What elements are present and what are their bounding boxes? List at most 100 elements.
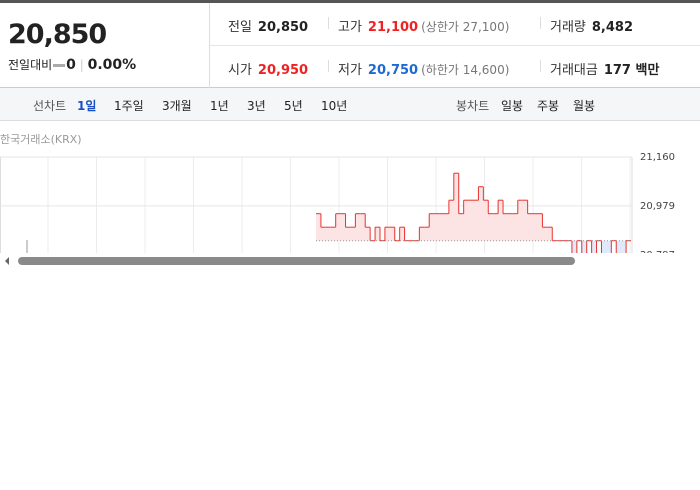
stat: 고가 21,100 (상한가 27,100) xyxy=(338,16,509,35)
scroll-thumb[interactable] xyxy=(18,257,575,265)
separator xyxy=(540,17,541,29)
area xyxy=(335,213,341,241)
period-tab[interactable]: 3년 xyxy=(247,99,266,113)
separator xyxy=(328,17,329,29)
period-tab[interactable]: 3개월 xyxy=(162,99,192,113)
stat: 저가 20,750 (하한가 14,600) xyxy=(338,59,509,78)
area xyxy=(316,213,322,241)
y-tick-label: 20,979 xyxy=(640,201,675,212)
area xyxy=(493,213,499,241)
summary: 20,850 전일대비 0 | 0.00% 전일 20,850 고가 21,100 (상한… xyxy=(0,0,700,88)
area xyxy=(547,227,553,241)
area xyxy=(483,200,489,241)
stat-value: 21,100 xyxy=(367,20,419,35)
stat: 시가 20,950 xyxy=(228,59,308,78)
y-tick-label: 21,160 xyxy=(640,152,675,163)
stat-note: (상한가 27,100) xyxy=(421,20,510,34)
period-tab[interactable]: 1일 xyxy=(77,99,97,113)
candle-tab[interactable]: 월봉 xyxy=(573,99,596,113)
area xyxy=(601,240,607,255)
area xyxy=(320,227,327,241)
area xyxy=(581,240,588,255)
candle-tab[interactable]: 주봉 xyxy=(537,99,560,113)
change-label: 전일대비 xyxy=(8,58,53,72)
scroll-left-arrow[interactable] xyxy=(5,257,9,265)
area xyxy=(458,213,464,241)
area xyxy=(360,213,366,241)
area xyxy=(463,200,469,241)
stat-label: 시가 xyxy=(228,63,252,78)
stat-label: 고가 xyxy=(338,20,362,35)
area xyxy=(616,240,622,255)
source: 한국거래소(KRX) xyxy=(0,133,82,146)
plot xyxy=(316,172,631,255)
flat-icon xyxy=(53,64,66,67)
period-tab[interactable]: 1주일 xyxy=(114,99,144,113)
stat-value: 20,750 xyxy=(367,63,419,78)
change-rate: 0.00% xyxy=(87,57,137,73)
area xyxy=(532,213,538,241)
area xyxy=(537,213,543,241)
area xyxy=(542,227,548,241)
stat-note: (하한가 14,600) xyxy=(421,63,510,77)
stat-value: 20,850 xyxy=(257,20,309,35)
area xyxy=(399,227,405,241)
stat: 거래량 8,482 xyxy=(550,16,633,35)
area xyxy=(424,227,430,241)
area xyxy=(439,213,445,241)
stat-label: 저가 xyxy=(338,63,362,78)
price-box: 20,850 전일대비 0 | 0.00% xyxy=(0,3,210,88)
area xyxy=(478,186,484,241)
area xyxy=(621,240,627,255)
stat-value: 177 백만 xyxy=(603,63,660,78)
period-tab[interactable]: 10년 xyxy=(321,99,348,113)
area xyxy=(488,213,494,241)
area xyxy=(434,213,440,241)
current-price: 20,850 xyxy=(8,19,107,50)
stat-label: 거래대금 xyxy=(550,63,598,78)
candle-tab[interactable]: 일봉 xyxy=(501,99,524,113)
tab-group-label: 선차트 xyxy=(33,99,67,113)
area xyxy=(419,227,425,241)
area xyxy=(429,213,435,241)
area xyxy=(498,200,504,241)
area xyxy=(453,173,460,241)
stats-row: 시가 20,950 저가 20,750 (하한가 14,600) 거래대금 177 백만 xyxy=(210,46,700,88)
area xyxy=(503,213,509,241)
stat-label: 전일 xyxy=(228,20,252,35)
change: 전일대비 0 | 0.00% xyxy=(8,57,137,73)
area xyxy=(571,240,578,255)
tab-group-label: 봉차트 xyxy=(456,99,490,113)
area xyxy=(507,213,514,241)
area xyxy=(448,200,455,241)
stat-value: 20,950 xyxy=(257,63,309,78)
area xyxy=(473,200,479,241)
period-tab[interactable]: 1년 xyxy=(210,99,229,113)
stat: 전일 20,850 xyxy=(228,16,308,35)
area xyxy=(350,227,356,241)
stat-label: 거래량 xyxy=(550,20,586,35)
area xyxy=(468,200,474,241)
area xyxy=(365,227,371,241)
separator xyxy=(328,60,329,72)
area xyxy=(384,227,391,241)
area xyxy=(325,227,332,241)
stat-value: 8,482 xyxy=(591,20,634,35)
area xyxy=(340,213,346,241)
change-value: 0 xyxy=(66,57,76,73)
period-tab[interactable]: 5년 xyxy=(284,99,303,113)
area xyxy=(517,200,524,241)
area xyxy=(345,227,351,241)
stat: 거래대금 177 백만 xyxy=(550,59,659,78)
area xyxy=(330,227,336,241)
area xyxy=(606,240,612,255)
area xyxy=(527,213,533,241)
separator xyxy=(540,60,541,72)
tab-bar: 선차트 봉차트 1일 1주일 3개월 1년 3년 5년 10년 일봉 주봉 월봉 xyxy=(0,88,700,121)
area xyxy=(522,200,528,241)
area xyxy=(443,213,450,241)
area xyxy=(591,240,597,255)
stats-row: 전일 20,850 고가 21,100 (상한가 27,100) 거래량 8,482 xyxy=(210,3,700,46)
